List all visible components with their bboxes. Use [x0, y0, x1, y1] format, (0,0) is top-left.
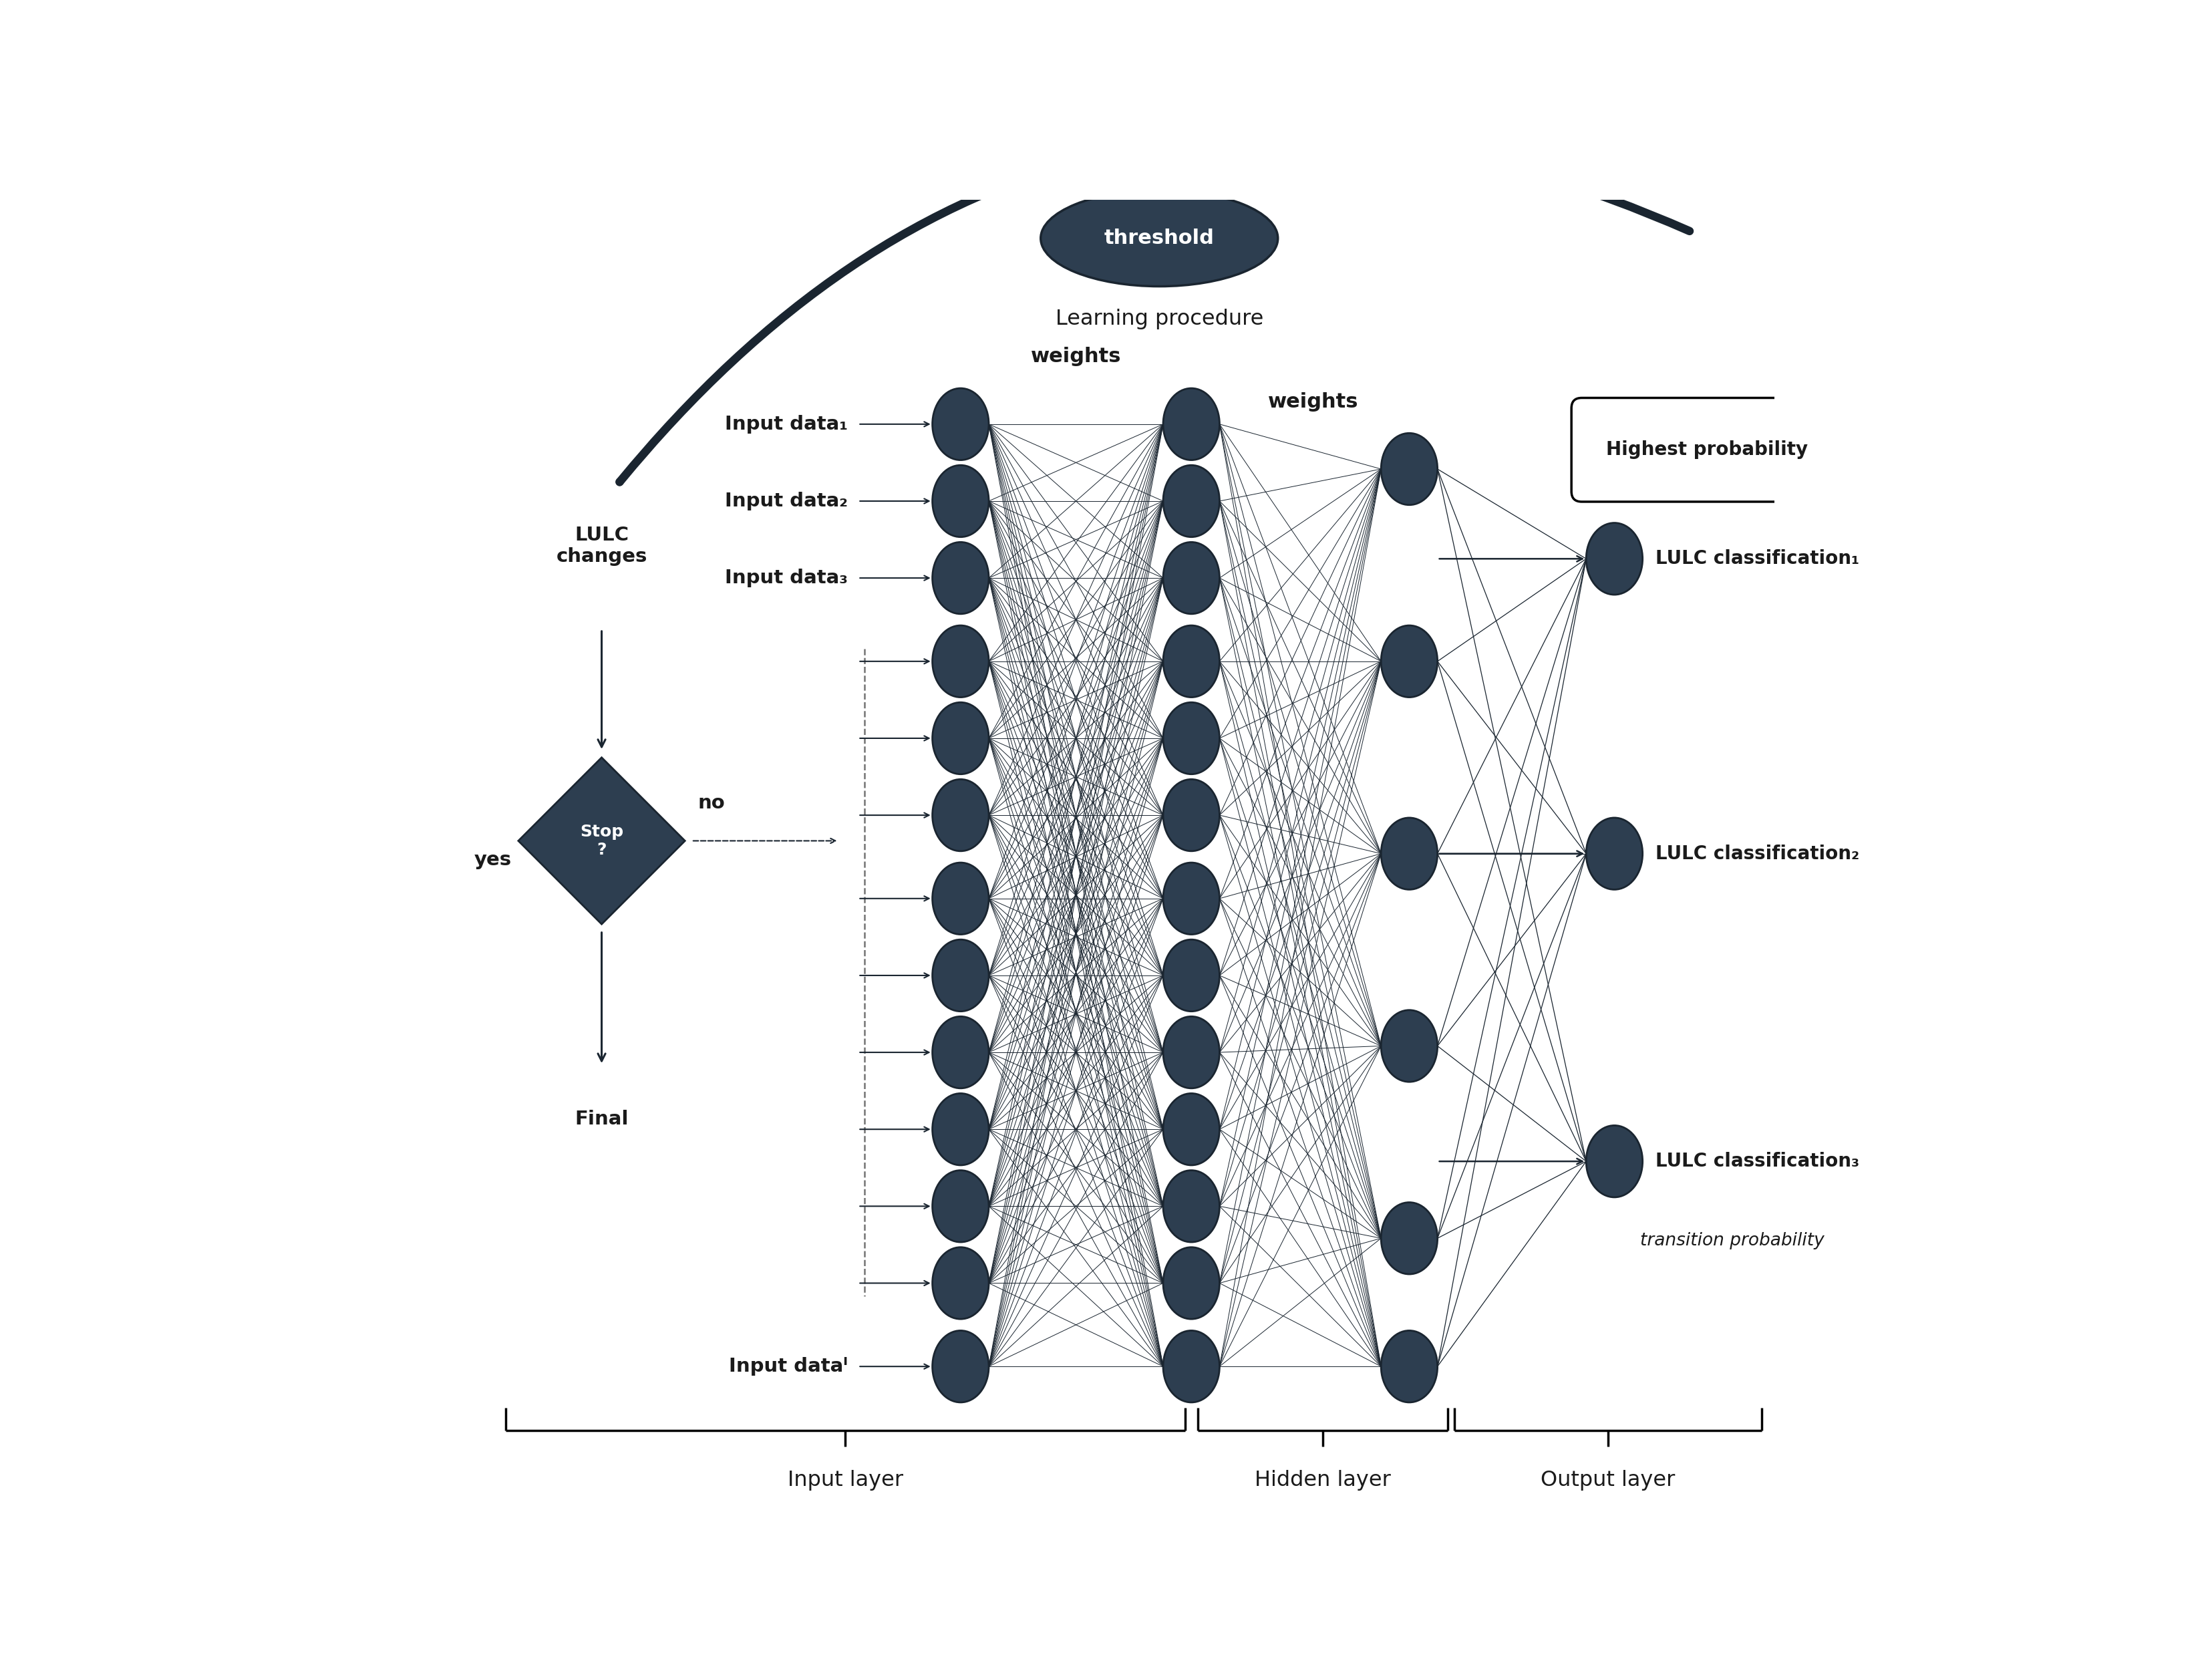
Text: Input layer: Input layer [787, 1470, 902, 1490]
Ellipse shape [1586, 1126, 1644, 1197]
Ellipse shape [1164, 388, 1219, 460]
Text: Highest probability: Highest probability [1606, 441, 1807, 460]
Text: Input data₂: Input data₂ [726, 491, 847, 511]
Ellipse shape [1164, 465, 1219, 538]
Ellipse shape [933, 1094, 989, 1166]
Text: weights: weights [1031, 346, 1121, 366]
Ellipse shape [933, 939, 989, 1011]
Ellipse shape [1164, 1170, 1219, 1242]
Text: LULC
changes: LULC changes [555, 526, 648, 566]
Text: Output layer: Output layer [1542, 1470, 1674, 1490]
Polygon shape [518, 758, 686, 924]
Ellipse shape [1380, 1202, 1438, 1274]
Ellipse shape [1380, 1330, 1438, 1402]
Text: LULC classification₂: LULC classification₂ [1655, 844, 1860, 862]
Ellipse shape [1164, 939, 1219, 1011]
Text: Hidden layer: Hidden layer [1254, 1470, 1391, 1490]
Ellipse shape [1380, 626, 1438, 698]
Ellipse shape [933, 1247, 989, 1319]
Text: no: no [697, 794, 726, 813]
Ellipse shape [933, 862, 989, 934]
Ellipse shape [933, 543, 989, 614]
Ellipse shape [1586, 818, 1644, 889]
Text: Learning procedure: Learning procedure [1055, 308, 1263, 330]
Ellipse shape [1164, 543, 1219, 614]
Text: threshold: threshold [1104, 228, 1214, 248]
Ellipse shape [1040, 190, 1279, 286]
Ellipse shape [1164, 779, 1219, 851]
Text: Input dataᴵ: Input dataᴵ [728, 1357, 847, 1375]
Ellipse shape [1164, 703, 1219, 774]
Text: Stop
?: Stop ? [580, 824, 624, 857]
Ellipse shape [1164, 1016, 1219, 1089]
Text: Input data₃: Input data₃ [726, 569, 847, 588]
Ellipse shape [933, 388, 989, 460]
Text: LULC classification₁: LULC classification₁ [1655, 549, 1858, 568]
Text: weights: weights [1267, 391, 1358, 411]
Ellipse shape [933, 1016, 989, 1089]
Text: transition probability: transition probability [1639, 1232, 1825, 1249]
Ellipse shape [1380, 1011, 1438, 1082]
Ellipse shape [1164, 862, 1219, 934]
Ellipse shape [1380, 433, 1438, 504]
Ellipse shape [1164, 1094, 1219, 1166]
Ellipse shape [1380, 818, 1438, 889]
FancyBboxPatch shape [1571, 398, 1843, 501]
Ellipse shape [1164, 1330, 1219, 1402]
Ellipse shape [933, 779, 989, 851]
Ellipse shape [1164, 626, 1219, 698]
Ellipse shape [1164, 1247, 1219, 1319]
Ellipse shape [933, 1330, 989, 1402]
Text: Final: Final [575, 1111, 628, 1129]
Ellipse shape [933, 465, 989, 538]
Ellipse shape [933, 1170, 989, 1242]
Ellipse shape [933, 626, 989, 698]
Text: yes: yes [473, 851, 511, 869]
FancyArrowPatch shape [619, 135, 1690, 481]
Ellipse shape [933, 703, 989, 774]
Ellipse shape [1586, 523, 1644, 594]
Text: LULC classification₃: LULC classification₃ [1655, 1152, 1860, 1170]
Text: Input data₁: Input data₁ [726, 415, 847, 433]
